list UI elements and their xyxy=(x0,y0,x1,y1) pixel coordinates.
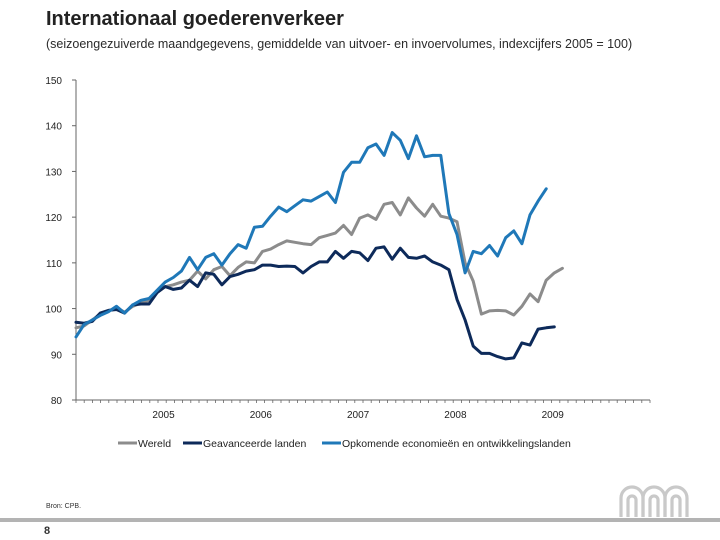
y-tick-label: 150 xyxy=(45,76,62,87)
page-title: Internationaal goederenverkeer xyxy=(46,8,344,30)
y-axis: 150 140 130 120 110 100 90 80 xyxy=(45,76,77,407)
chart-legend: Wereld Geavanceerde landen Opkomende econo… xyxy=(118,438,571,450)
source-note: Bron: CPB. xyxy=(46,503,82,510)
series-lines xyxy=(74,131,564,361)
y-tick-label: 140 xyxy=(45,122,62,133)
y-tick-label: 110 xyxy=(46,259,62,270)
y-tick-label: 80 xyxy=(51,396,63,407)
bank-logo-icon xyxy=(619,485,689,517)
series-line xyxy=(74,245,556,361)
series-line xyxy=(74,131,548,339)
y-tick-label: 90 xyxy=(51,350,63,361)
x-tick-label: 2008 xyxy=(444,410,467,421)
legend-label: Wereld xyxy=(138,438,171,450)
x-tick-label: 2009 xyxy=(542,410,565,421)
y-tick-label: 100 xyxy=(45,305,62,316)
legend-label: Opkomende economieën en ontwikkelingslan… xyxy=(342,438,571,450)
legend-label: Geavanceerde landen xyxy=(203,438,306,450)
page-subtitle: (seizoengezuiverde maandgegevens, gemidd… xyxy=(46,37,633,51)
x-tick-label: 2005 xyxy=(152,410,175,421)
bottom-divider xyxy=(0,518,720,522)
page-number: 8 xyxy=(44,525,51,537)
x-tick-label: 2007 xyxy=(347,410,370,421)
x-tick-label: 2006 xyxy=(250,410,273,421)
y-tick-label: 120 xyxy=(45,213,62,224)
y-tick-label: 130 xyxy=(45,167,62,178)
x-axis: 2005 2006 2007 2008 2009 xyxy=(75,399,651,421)
